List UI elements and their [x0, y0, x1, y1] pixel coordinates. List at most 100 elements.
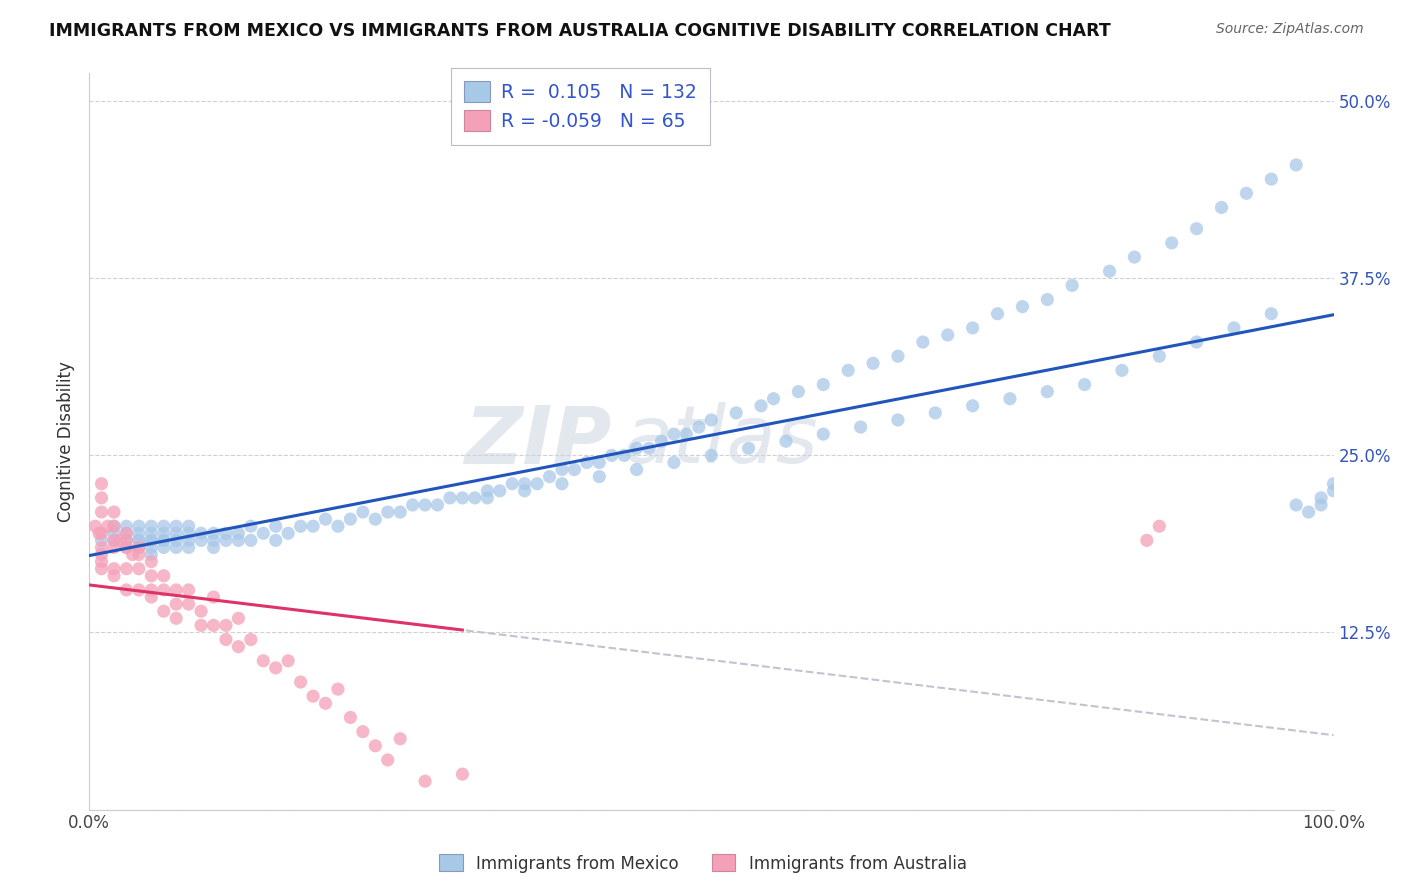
- Point: [451, 767, 474, 781]
- Point: [413, 498, 436, 512]
- Point: [650, 434, 672, 449]
- Point: [737, 442, 759, 456]
- Point: [675, 427, 697, 442]
- Point: [377, 505, 399, 519]
- Point: [128, 541, 150, 555]
- Point: [986, 307, 1008, 321]
- Point: [1149, 519, 1171, 533]
- Text: atlas: atlas: [624, 402, 818, 480]
- Point: [725, 406, 748, 420]
- Point: [1098, 264, 1121, 278]
- Point: [202, 618, 225, 632]
- Point: [152, 533, 174, 548]
- Point: [165, 526, 187, 541]
- Point: [239, 533, 262, 548]
- Point: [413, 774, 436, 789]
- Point: [1185, 334, 1208, 349]
- Point: [264, 519, 287, 533]
- Point: [103, 519, 125, 533]
- Point: [90, 548, 112, 562]
- Point: [538, 469, 561, 483]
- Point: [626, 462, 648, 476]
- Point: [90, 526, 112, 541]
- Point: [103, 519, 125, 533]
- Point: [501, 476, 523, 491]
- Point: [813, 427, 835, 442]
- Point: [389, 731, 412, 746]
- Point: [165, 597, 187, 611]
- Point: [202, 541, 225, 555]
- Point: [1185, 221, 1208, 235]
- Point: [477, 491, 499, 505]
- Point: [128, 519, 150, 533]
- Point: [215, 618, 238, 632]
- Point: [90, 562, 112, 576]
- Point: [1234, 186, 1257, 201]
- Point: [326, 519, 349, 533]
- Point: [202, 533, 225, 548]
- Point: [103, 533, 125, 548]
- Point: [115, 533, 138, 548]
- Point: [1260, 172, 1282, 186]
- Point: [165, 541, 187, 555]
- Point: [564, 462, 586, 476]
- Point: [90, 555, 112, 569]
- Legend: R =  0.105   N = 132, R = -0.059   N = 65: R = 0.105 N = 132, R = -0.059 N = 65: [451, 68, 710, 145]
- Point: [103, 541, 125, 555]
- Point: [87, 526, 110, 541]
- Point: [513, 476, 536, 491]
- Point: [90, 533, 112, 548]
- Point: [998, 392, 1021, 406]
- Point: [787, 384, 810, 399]
- Point: [290, 519, 312, 533]
- Point: [626, 442, 648, 456]
- Text: ZIP: ZIP: [464, 402, 612, 480]
- Point: [1285, 158, 1308, 172]
- Point: [152, 541, 174, 555]
- Point: [775, 434, 797, 449]
- Point: [141, 548, 163, 562]
- Point: [152, 569, 174, 583]
- Point: [228, 533, 250, 548]
- Point: [364, 512, 387, 526]
- Point: [177, 519, 200, 533]
- Point: [1310, 491, 1333, 505]
- Y-axis label: Cognitive Disability: Cognitive Disability: [58, 360, 75, 522]
- Point: [1223, 321, 1246, 335]
- Point: [887, 349, 910, 363]
- Point: [115, 562, 138, 576]
- Point: [128, 541, 150, 555]
- Point: [152, 582, 174, 597]
- Point: [377, 753, 399, 767]
- Point: [128, 548, 150, 562]
- Point: [613, 449, 636, 463]
- Point: [451, 491, 474, 505]
- Point: [103, 533, 125, 548]
- Point: [551, 462, 574, 476]
- Point: [128, 533, 150, 548]
- Point: [488, 483, 510, 498]
- Point: [464, 491, 486, 505]
- Point: [1111, 363, 1133, 377]
- Point: [121, 548, 143, 562]
- Point: [103, 505, 125, 519]
- Point: [228, 611, 250, 625]
- Point: [141, 555, 163, 569]
- Point: [141, 519, 163, 533]
- Point: [1073, 377, 1095, 392]
- Point: [141, 569, 163, 583]
- Point: [141, 582, 163, 597]
- Point: [1322, 483, 1344, 498]
- Point: [315, 512, 337, 526]
- Point: [97, 519, 120, 533]
- Point: [228, 640, 250, 654]
- Point: [90, 491, 112, 505]
- Point: [108, 533, 131, 548]
- Point: [115, 526, 138, 541]
- Point: [115, 582, 138, 597]
- Point: [177, 597, 200, 611]
- Point: [962, 321, 984, 335]
- Point: [152, 519, 174, 533]
- Point: [177, 582, 200, 597]
- Point: [165, 582, 187, 597]
